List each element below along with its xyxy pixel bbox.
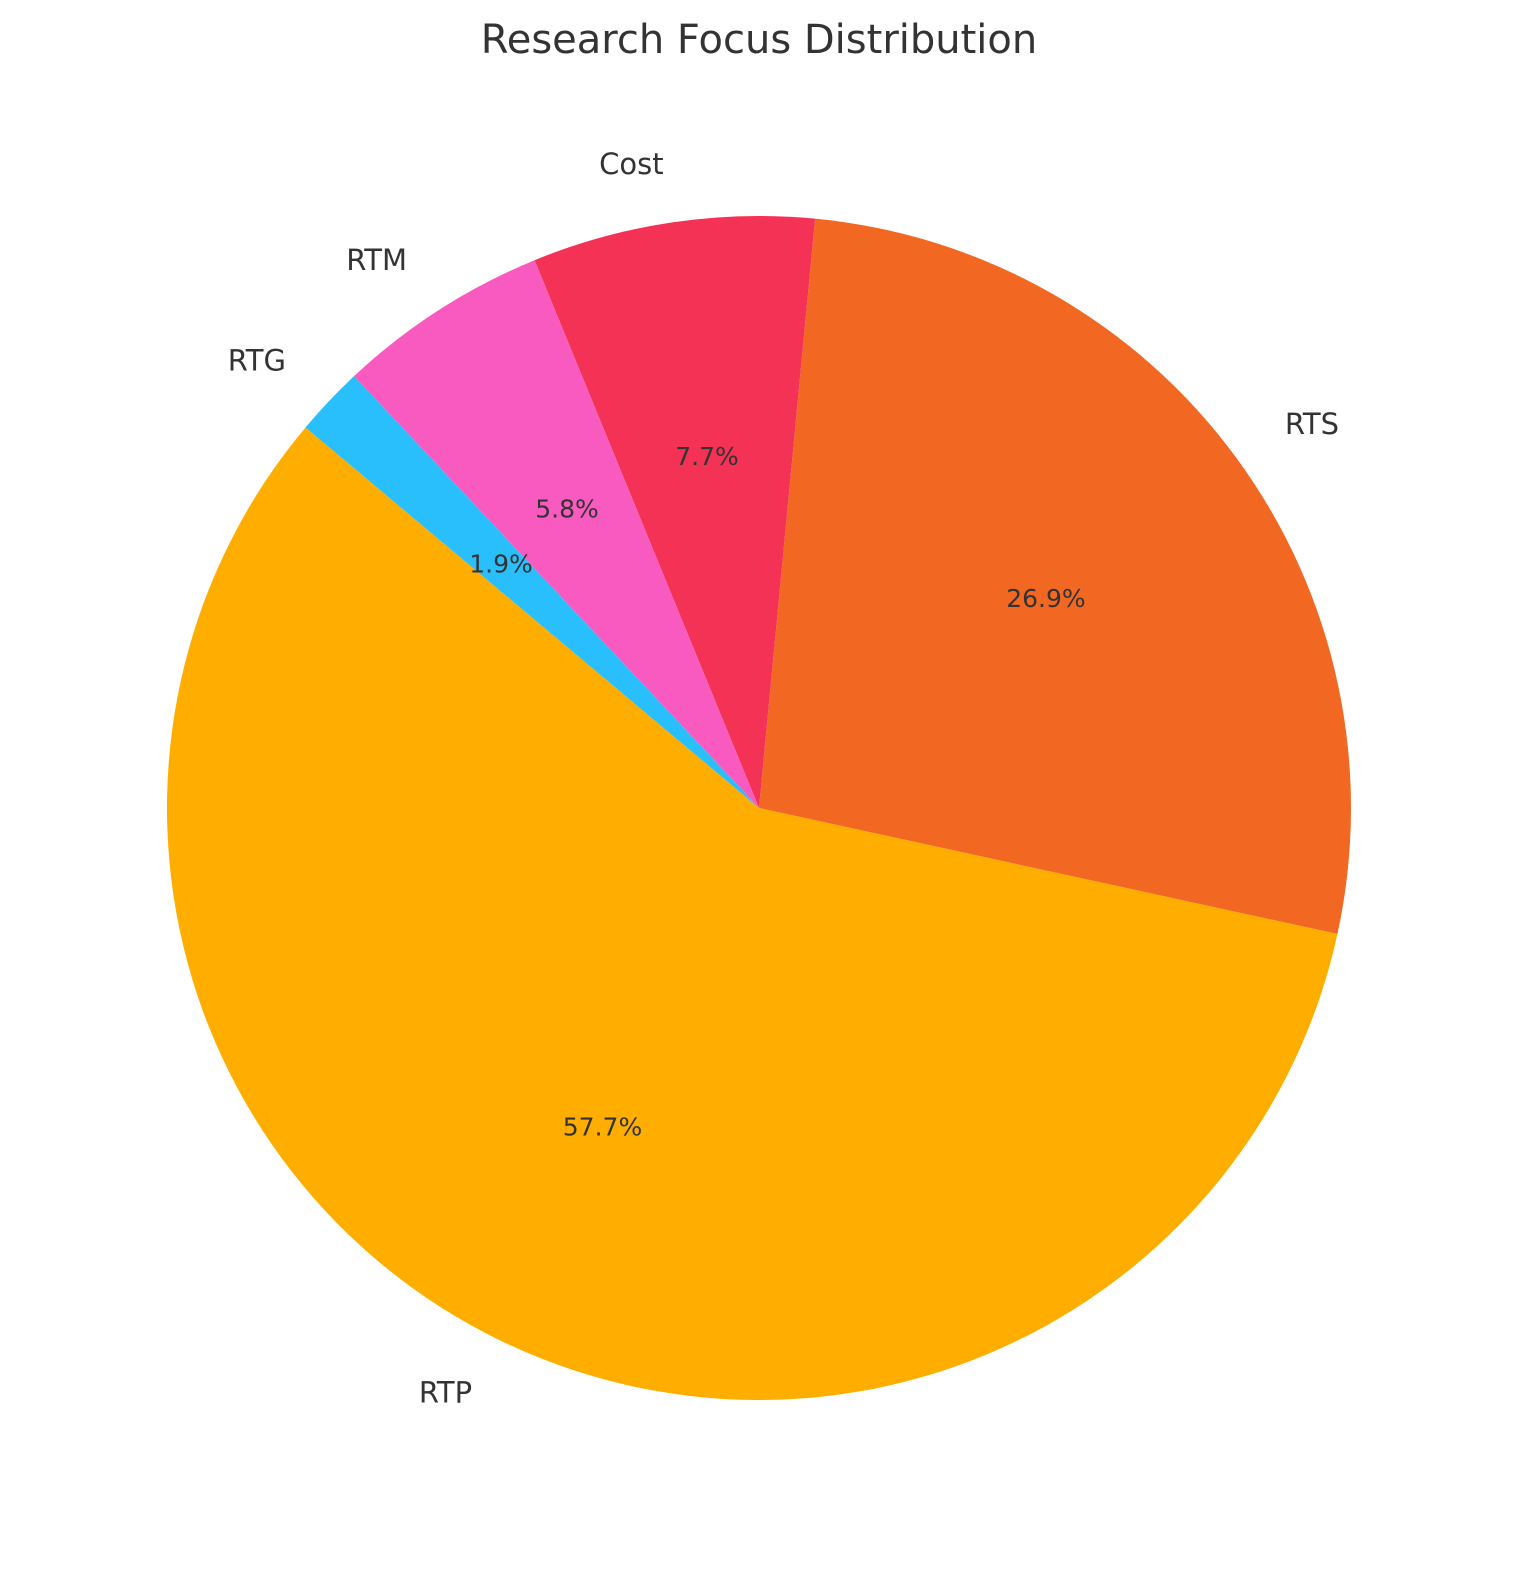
pie-slice-rtg <box>305 376 759 808</box>
slices-layer <box>166 216 1351 1401</box>
slice-pct-cost: 7.7% <box>675 442 739 471</box>
pie-slice-cost <box>534 216 816 808</box>
pie-slice-rtp <box>166 427 1338 1401</box>
slice-pct-rtp: 57.7% <box>563 1112 642 1141</box>
chart-title: Research Focus Distribution <box>481 17 1038 63</box>
slice-pct-rts: 26.9% <box>1006 584 1085 613</box>
slice-label-cost: Cost <box>599 147 663 181</box>
labels-layer: RTP 57.7% RTS 26.9% Cost 7.7% RTM 5.8% RTG 1.9% <box>228 147 1339 1410</box>
slice-pct-rtg: 1.9% <box>469 549 533 578</box>
pie-slice-rts <box>759 218 1351 934</box>
slice-label-rts: RTS <box>1285 407 1339 441</box>
slice-label-rtg: RTG <box>228 343 286 377</box>
pie-slice-rtm <box>354 260 759 808</box>
slice-pct-rtm: 5.8% <box>535 495 599 524</box>
slice-label-rtm: RTM <box>346 243 407 277</box>
slice-label-rtp: RTP <box>419 1376 472 1410</box>
